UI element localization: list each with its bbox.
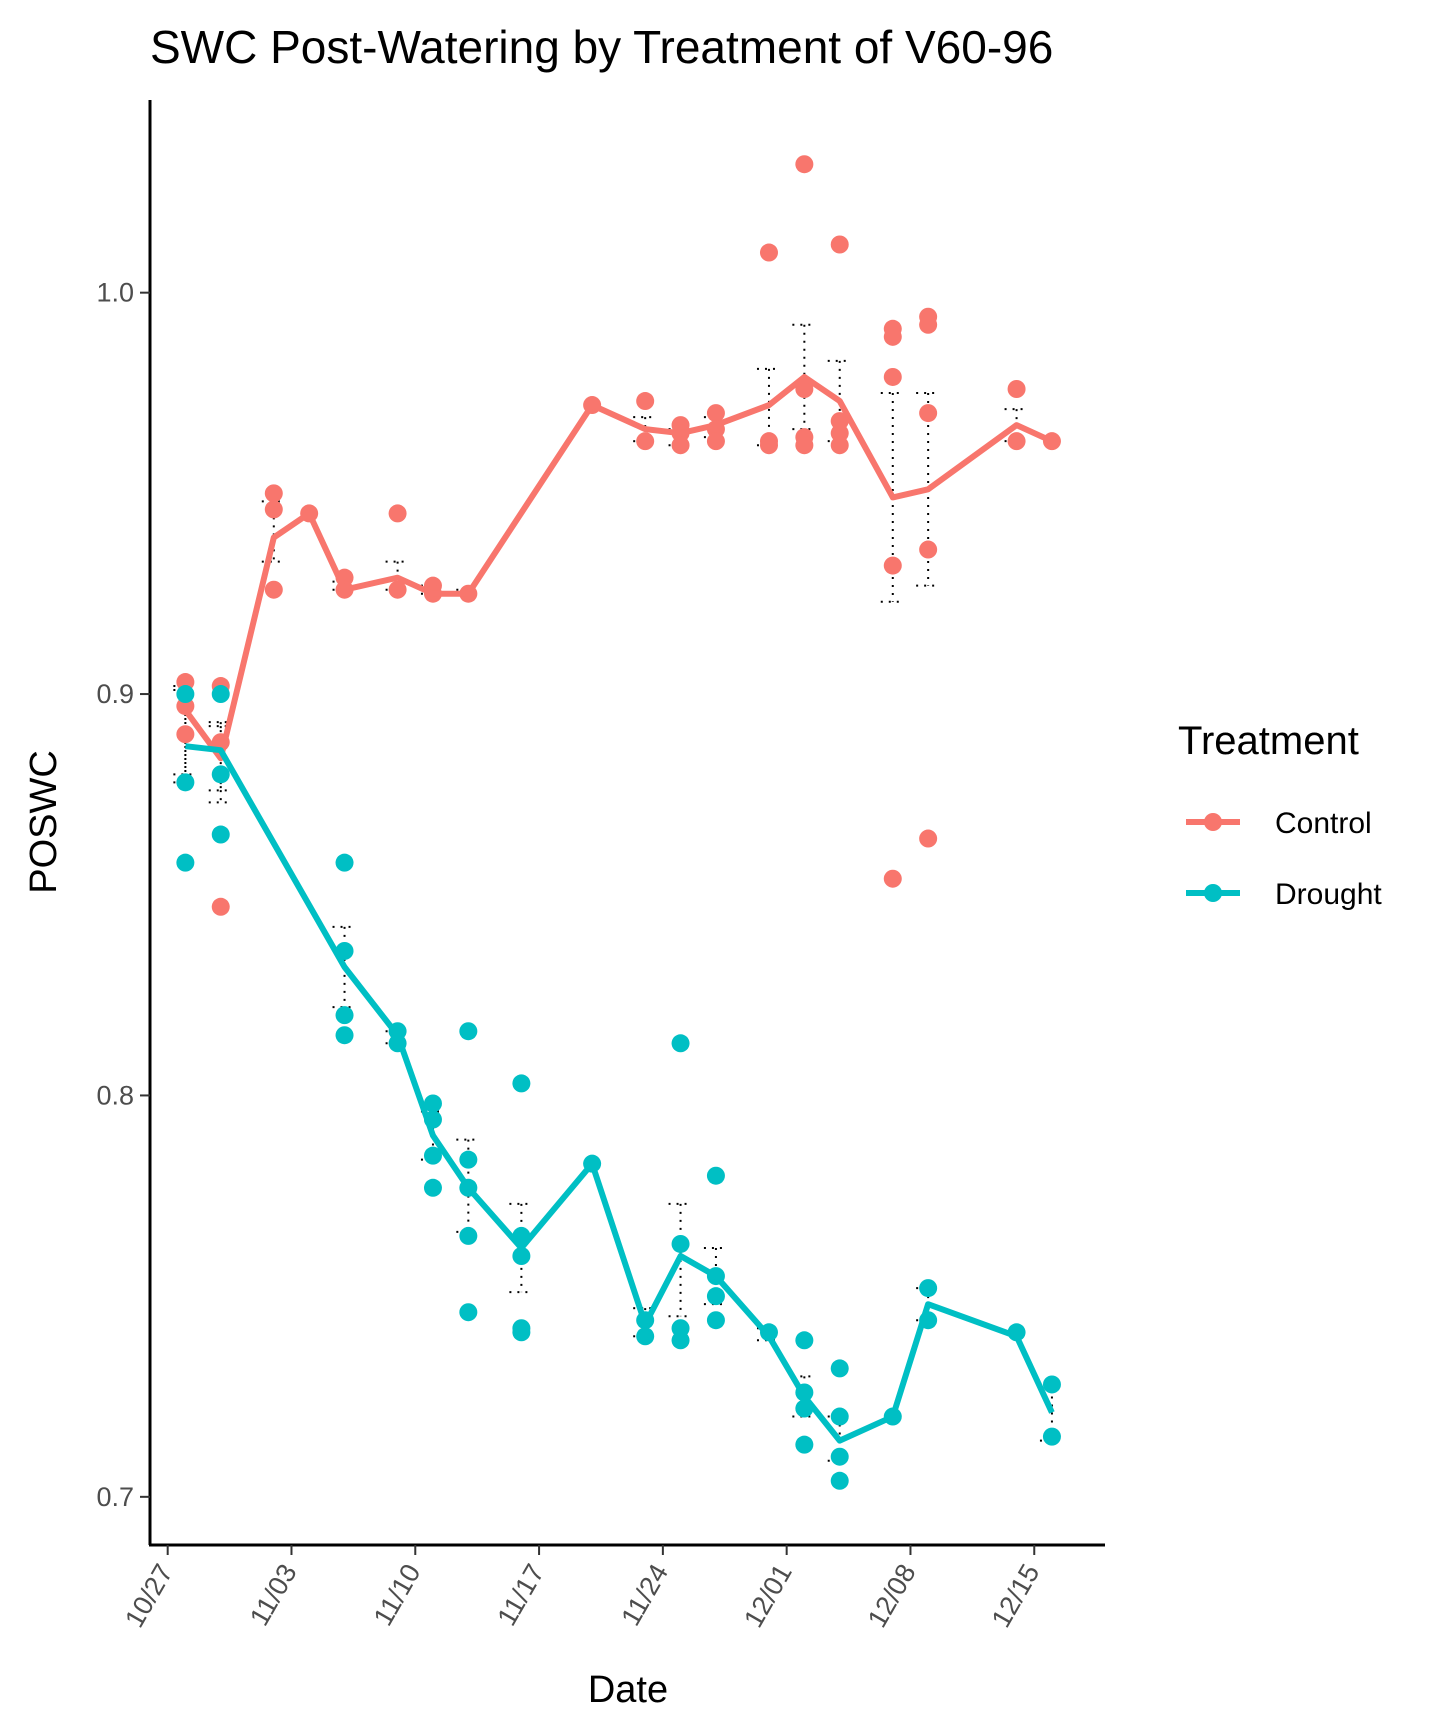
data-point-drought [706, 1166, 725, 1185]
data-point-control [883, 367, 902, 386]
data-point-control [919, 315, 938, 334]
data-point-drought [176, 853, 195, 872]
x-tick-label: 11/10 [368, 1559, 427, 1631]
data-point-control [264, 580, 283, 599]
data-point-control [706, 432, 725, 451]
y-axis-title: POSWC [23, 750, 65, 894]
data-point-drought [512, 1074, 531, 1093]
x-tick-label: 12/01 [738, 1559, 798, 1633]
data-point-control [830, 235, 849, 254]
data-point-drought [459, 1150, 478, 1169]
data-point-drought [919, 1279, 938, 1298]
x-tick-label: 12/15 [986, 1559, 1046, 1633]
x-tick-label: 12/08 [862, 1559, 922, 1633]
legend: Treatment Control Drought [1178, 719, 1382, 911]
legend-title: Treatment [1178, 719, 1359, 763]
data-point-drought [830, 1447, 849, 1466]
data-point-control [636, 392, 655, 411]
y-tick-label: 0.8 [96, 1080, 134, 1110]
data-point-control [883, 327, 902, 346]
plot-area [173, 155, 1064, 1490]
data-point-drought [459, 1303, 478, 1322]
series-line-control [182, 374, 1054, 762]
data-point-drought [671, 1034, 690, 1053]
data-point-drought [671, 1331, 690, 1350]
data-point-control [706, 404, 725, 423]
axes: 0.7 0.8 0.9 1.0 10/27 11/03 11/10 11/17 11/24 12/… [96, 100, 1105, 1633]
data-point-drought [706, 1311, 725, 1330]
data-point-drought [1042, 1375, 1061, 1394]
data-point-drought [512, 1323, 531, 1342]
data-point-control [1007, 380, 1026, 398]
data-point-control [671, 436, 690, 455]
data-point-control [211, 897, 230, 916]
data-point-control [759, 243, 778, 262]
data-point-drought [211, 825, 230, 844]
data-point-drought [706, 1287, 725, 1306]
data-point-drought [211, 765, 230, 784]
data-point-control [388, 580, 407, 599]
data-point-drought [335, 853, 354, 872]
data-point-control [388, 504, 407, 523]
data-point-control [1007, 432, 1026, 451]
data-point-drought [335, 1006, 354, 1025]
data-point-control [636, 432, 655, 451]
legend-key-point [1204, 813, 1222, 831]
data-point-drought [830, 1359, 849, 1378]
data-point-drought [795, 1331, 814, 1350]
data-point-control [176, 725, 195, 744]
data-point-drought [830, 1407, 849, 1426]
data-point-drought [459, 1226, 478, 1245]
data-point-drought [1042, 1427, 1061, 1446]
x-tick-label: 11/24 [615, 1559, 674, 1631]
legend-label-control: Control [1275, 807, 1372, 840]
y-tick-label: 0.7 [96, 1482, 134, 1512]
y-tick-label: 0.9 [96, 679, 134, 709]
x-tick-label: 11/17 [492, 1559, 551, 1631]
data-point-control [759, 436, 778, 455]
data-point-control [795, 436, 814, 455]
series-line-drought [185, 743, 1055, 1444]
data-point-drought [423, 1146, 442, 1165]
legend-key-point [1204, 884, 1222, 902]
data-point-drought [636, 1327, 655, 1346]
data-point-control [883, 869, 902, 888]
data-point-drought [335, 1026, 354, 1045]
data-point-control [830, 436, 849, 455]
data-point-drought [423, 1094, 442, 1113]
legend-label-drought: Drought [1275, 878, 1382, 911]
data-point-drought [423, 1178, 442, 1197]
data-point-drought [176, 773, 195, 792]
data-point-control [264, 500, 283, 519]
data-point-control [883, 556, 902, 575]
data-point-control [919, 540, 938, 559]
data-point-drought [211, 685, 230, 704]
data-point-control [264, 484, 283, 503]
data-point-drought [795, 1435, 814, 1454]
y-tick-label: 1.0 [96, 278, 134, 308]
data-point-drought [512, 1247, 531, 1265]
data-point-control [795, 380, 814, 398]
data-point-drought [671, 1234, 690, 1253]
data-point-control [919, 404, 938, 423]
x-tick-label: 10/27 [119, 1559, 179, 1633]
data-point-control [795, 155, 814, 174]
data-point-drought [830, 1471, 849, 1490]
chart-title: SWC Post-Watering by Treatment of V60-96 [150, 21, 1053, 73]
x-tick-label: 11/03 [244, 1559, 303, 1631]
data-point-drought [459, 1022, 478, 1041]
x-axis-title: Date [588, 1669, 668, 1711]
data-point-control [919, 829, 938, 848]
data-point-drought [176, 685, 195, 704]
